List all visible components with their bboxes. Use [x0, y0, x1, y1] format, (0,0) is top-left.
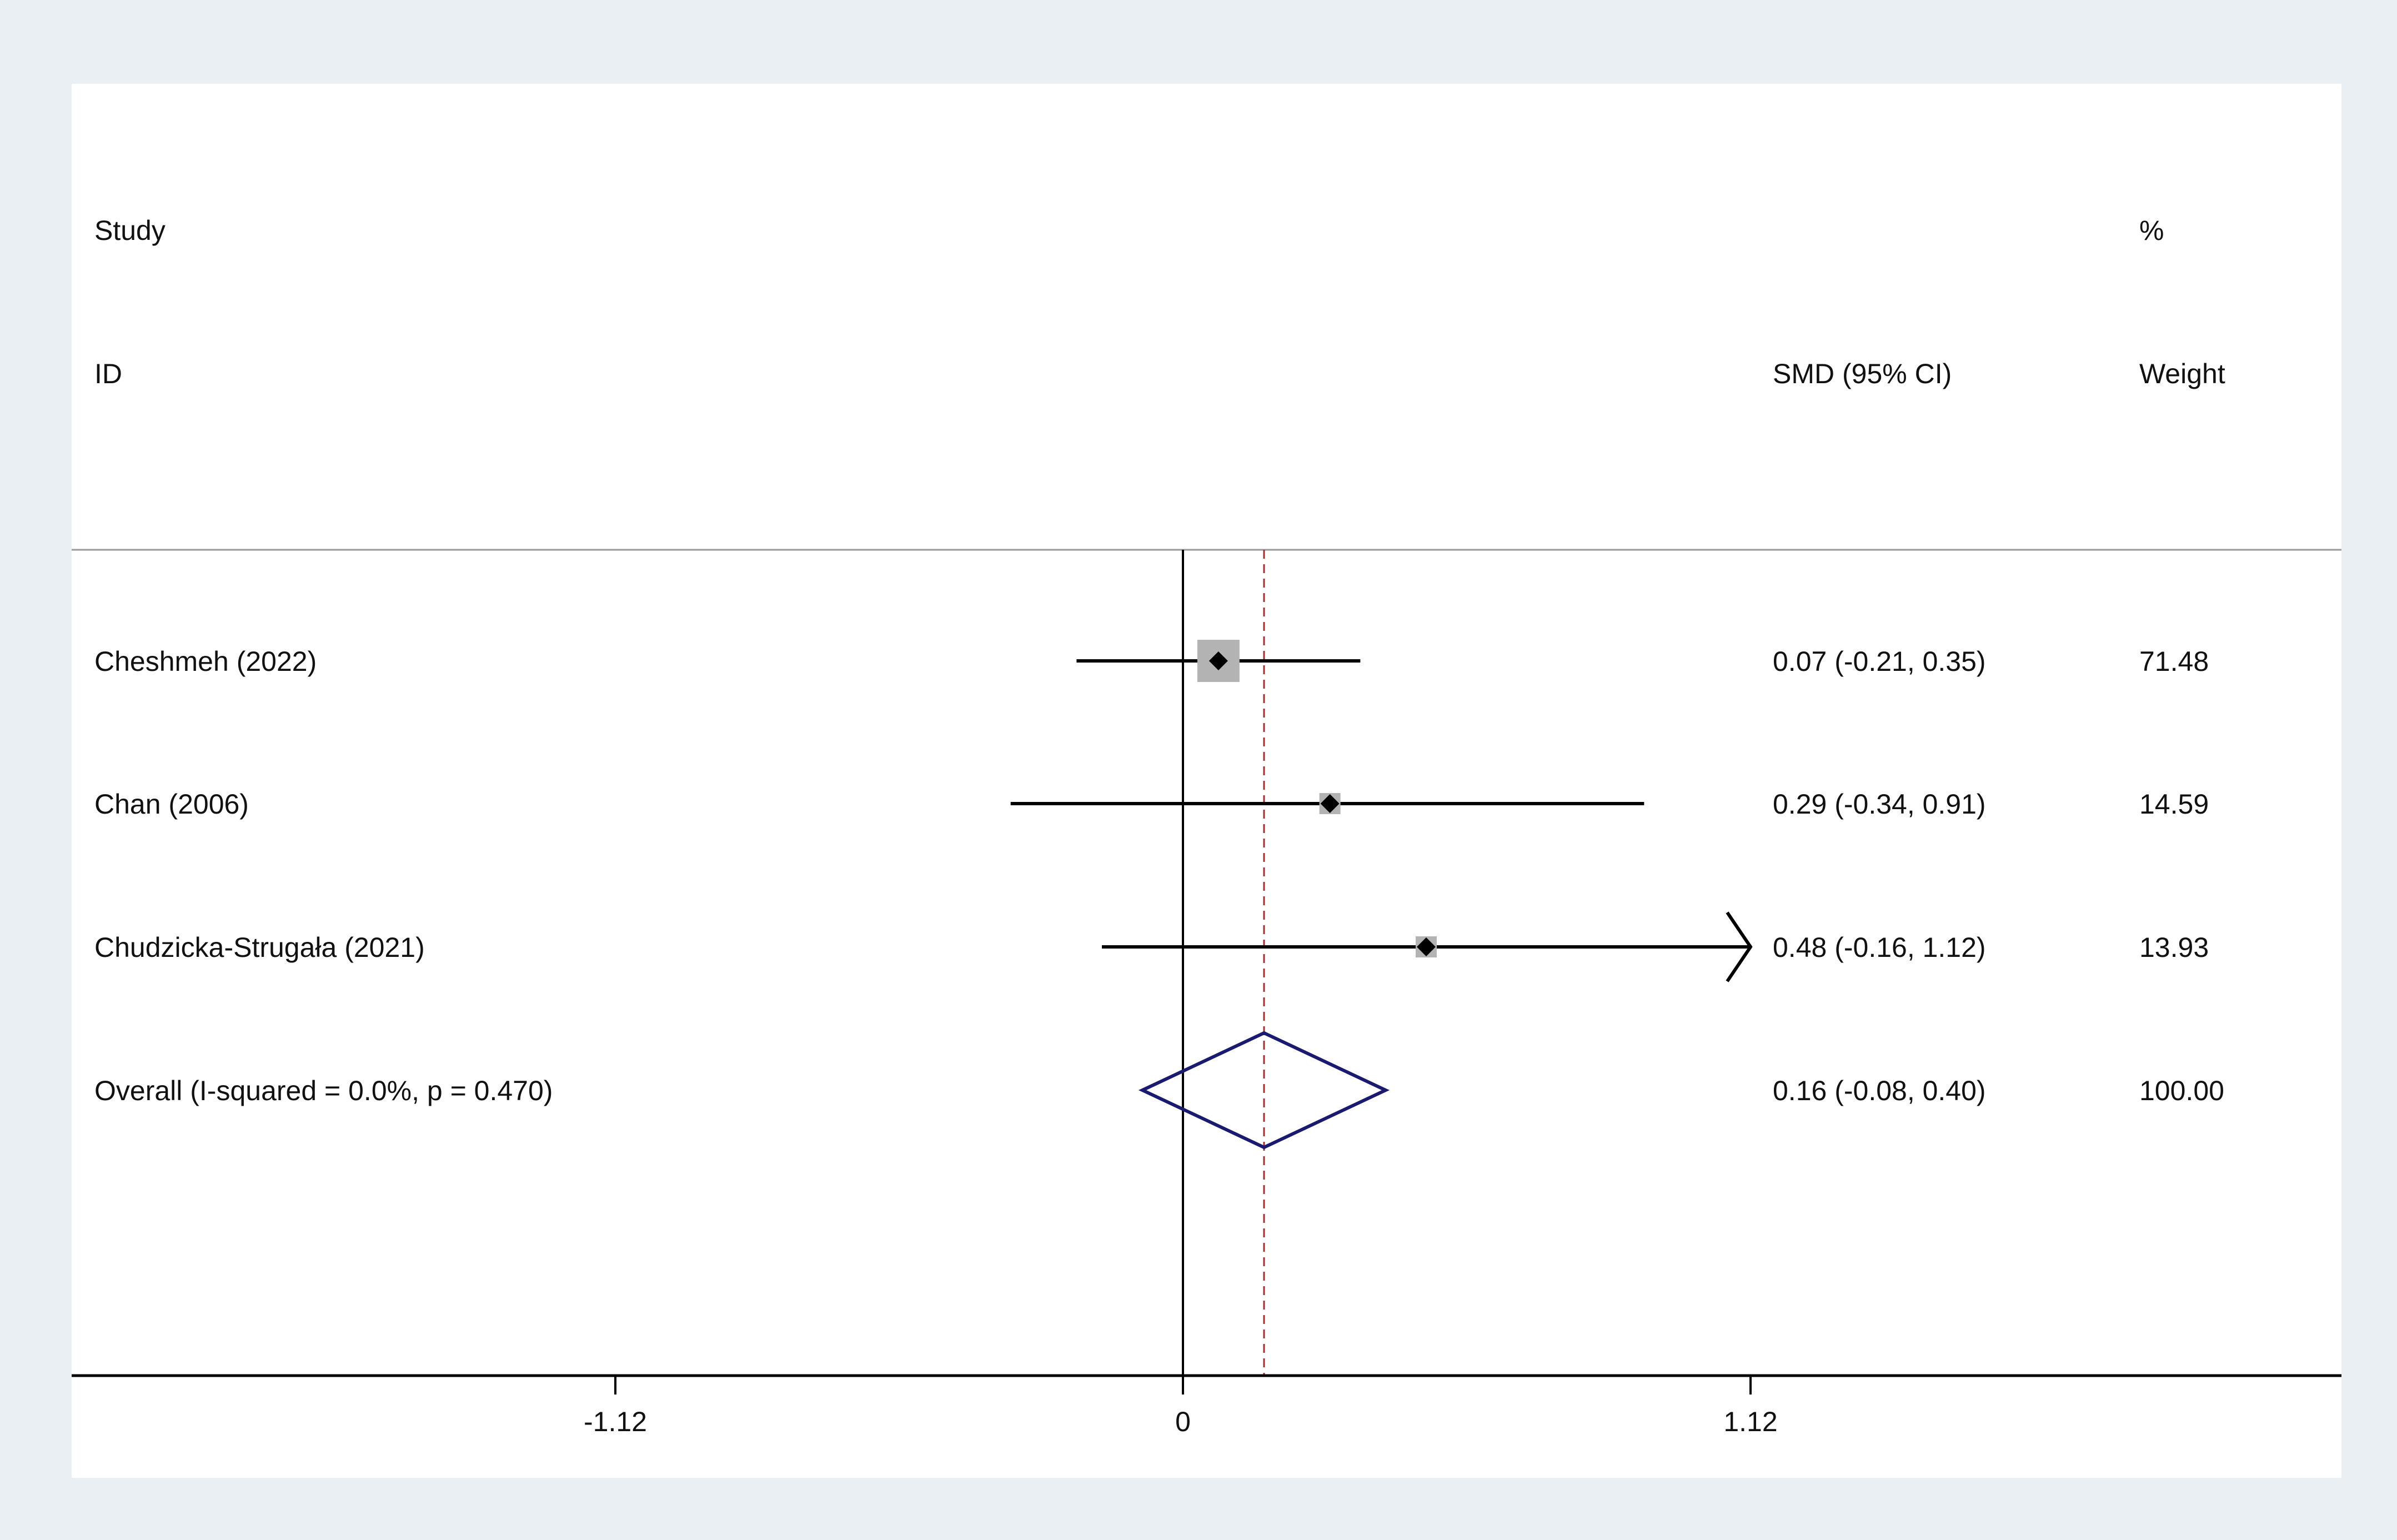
header-id: ID [94, 358, 122, 389]
study-weight-text: 14.59 [2139, 789, 2209, 820]
point-estimate [1208, 651, 1228, 670]
x-tick-label: -1.12 [584, 1406, 647, 1437]
overall-label: Overall (I-squared = 0.0%, p = 0.470) [94, 1075, 553, 1106]
point-estimate [1417, 937, 1436, 956]
header-study: Study [94, 215, 166, 246]
header-percent: % [2139, 215, 2164, 246]
study-weight-text: 71.48 [2139, 646, 2209, 677]
study-label: Cheshmeh (2022) [94, 646, 317, 677]
study-ci-text: 0.07 (-0.21, 0.35) [1773, 646, 1986, 677]
overall-diamond [1138, 1031, 1390, 1150]
study-label: Chan (2006) [94, 789, 249, 820]
header-effect: SMD (95% CI) [1773, 358, 1952, 389]
study-label: Chudzicka-Strugała (2021) [94, 932, 425, 963]
x-tick-label: 0 [1175, 1406, 1191, 1437]
study-ci-text: 0.48 (-0.16, 1.12) [1773, 932, 1986, 963]
point-estimate [1320, 794, 1340, 813]
study-ci-text: 0.29 (-0.34, 0.91) [1773, 789, 1986, 820]
overall-weight-text: 100.00 [2139, 1075, 2224, 1106]
x-tick-label: 1.12 [1723, 1406, 1777, 1437]
plot-layer: Cheshmeh (2022) 0.07 (-0.21, 0.35) 71.48 Ch… [72, 550, 2341, 1437]
overall-ci-text: 0.16 (-0.08, 0.40) [1773, 1075, 1986, 1106]
header-weight: Weight [2139, 358, 2225, 389]
study-weight-text: 13.93 [2139, 932, 2209, 963]
ci-arrow [1726, 911, 1753, 982]
plot-panel [72, 84, 2341, 1478]
